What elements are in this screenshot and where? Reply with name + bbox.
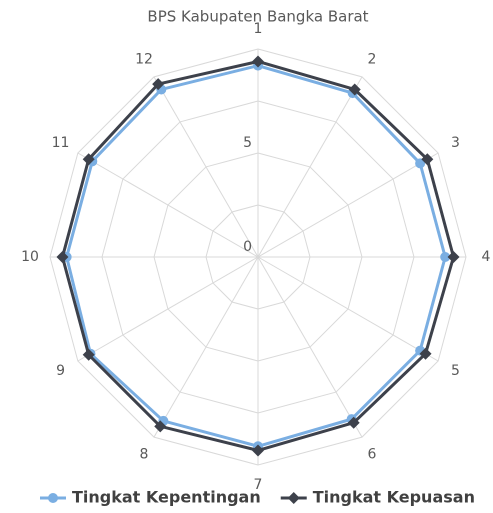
point: [56, 251, 69, 263]
r-tick-label: 0: [243, 239, 252, 255]
spoke: [257, 152, 439, 258]
spoke: [257, 256, 439, 362]
point: [82, 153, 95, 166]
category-label: 9: [56, 363, 65, 379]
spoke: [77, 256, 259, 362]
category-label: 5: [451, 363, 460, 379]
point: [252, 444, 264, 457]
category-label: 7: [254, 477, 263, 493]
point: [48, 493, 58, 503]
point: [419, 347, 432, 360]
spoke: [153, 76, 259, 258]
spoke: [257, 256, 363, 438]
spoke: [257, 76, 363, 258]
category-label: 6: [368, 446, 377, 462]
category-label: 1: [254, 21, 263, 37]
chart-title: BPS Kabupaten Bangka Barat: [147, 8, 368, 26]
point: [154, 420, 167, 433]
r-tick-label: 5: [243, 135, 252, 151]
category-label: 4: [482, 249, 491, 265]
legend-label: Tingkat Kepentingan: [72, 488, 261, 507]
spoke: [77, 152, 259, 258]
category-label: 2: [368, 52, 377, 68]
point: [287, 492, 300, 504]
category-label: 10: [21, 249, 39, 265]
point: [348, 83, 361, 96]
category-label: 8: [140, 446, 149, 462]
point: [82, 348, 95, 361]
category-label: 12: [135, 52, 153, 68]
legend-label: Tingkat Kepuasan: [313, 488, 475, 507]
point: [347, 416, 360, 429]
point: [421, 153, 434, 166]
point: [252, 55, 264, 68]
spoke: [153, 256, 259, 438]
category-label: 3: [451, 135, 460, 151]
point: [152, 78, 165, 91]
point: [415, 158, 426, 169]
category-label: 11: [52, 135, 70, 151]
point: [447, 251, 460, 263]
point: [440, 252, 451, 262]
